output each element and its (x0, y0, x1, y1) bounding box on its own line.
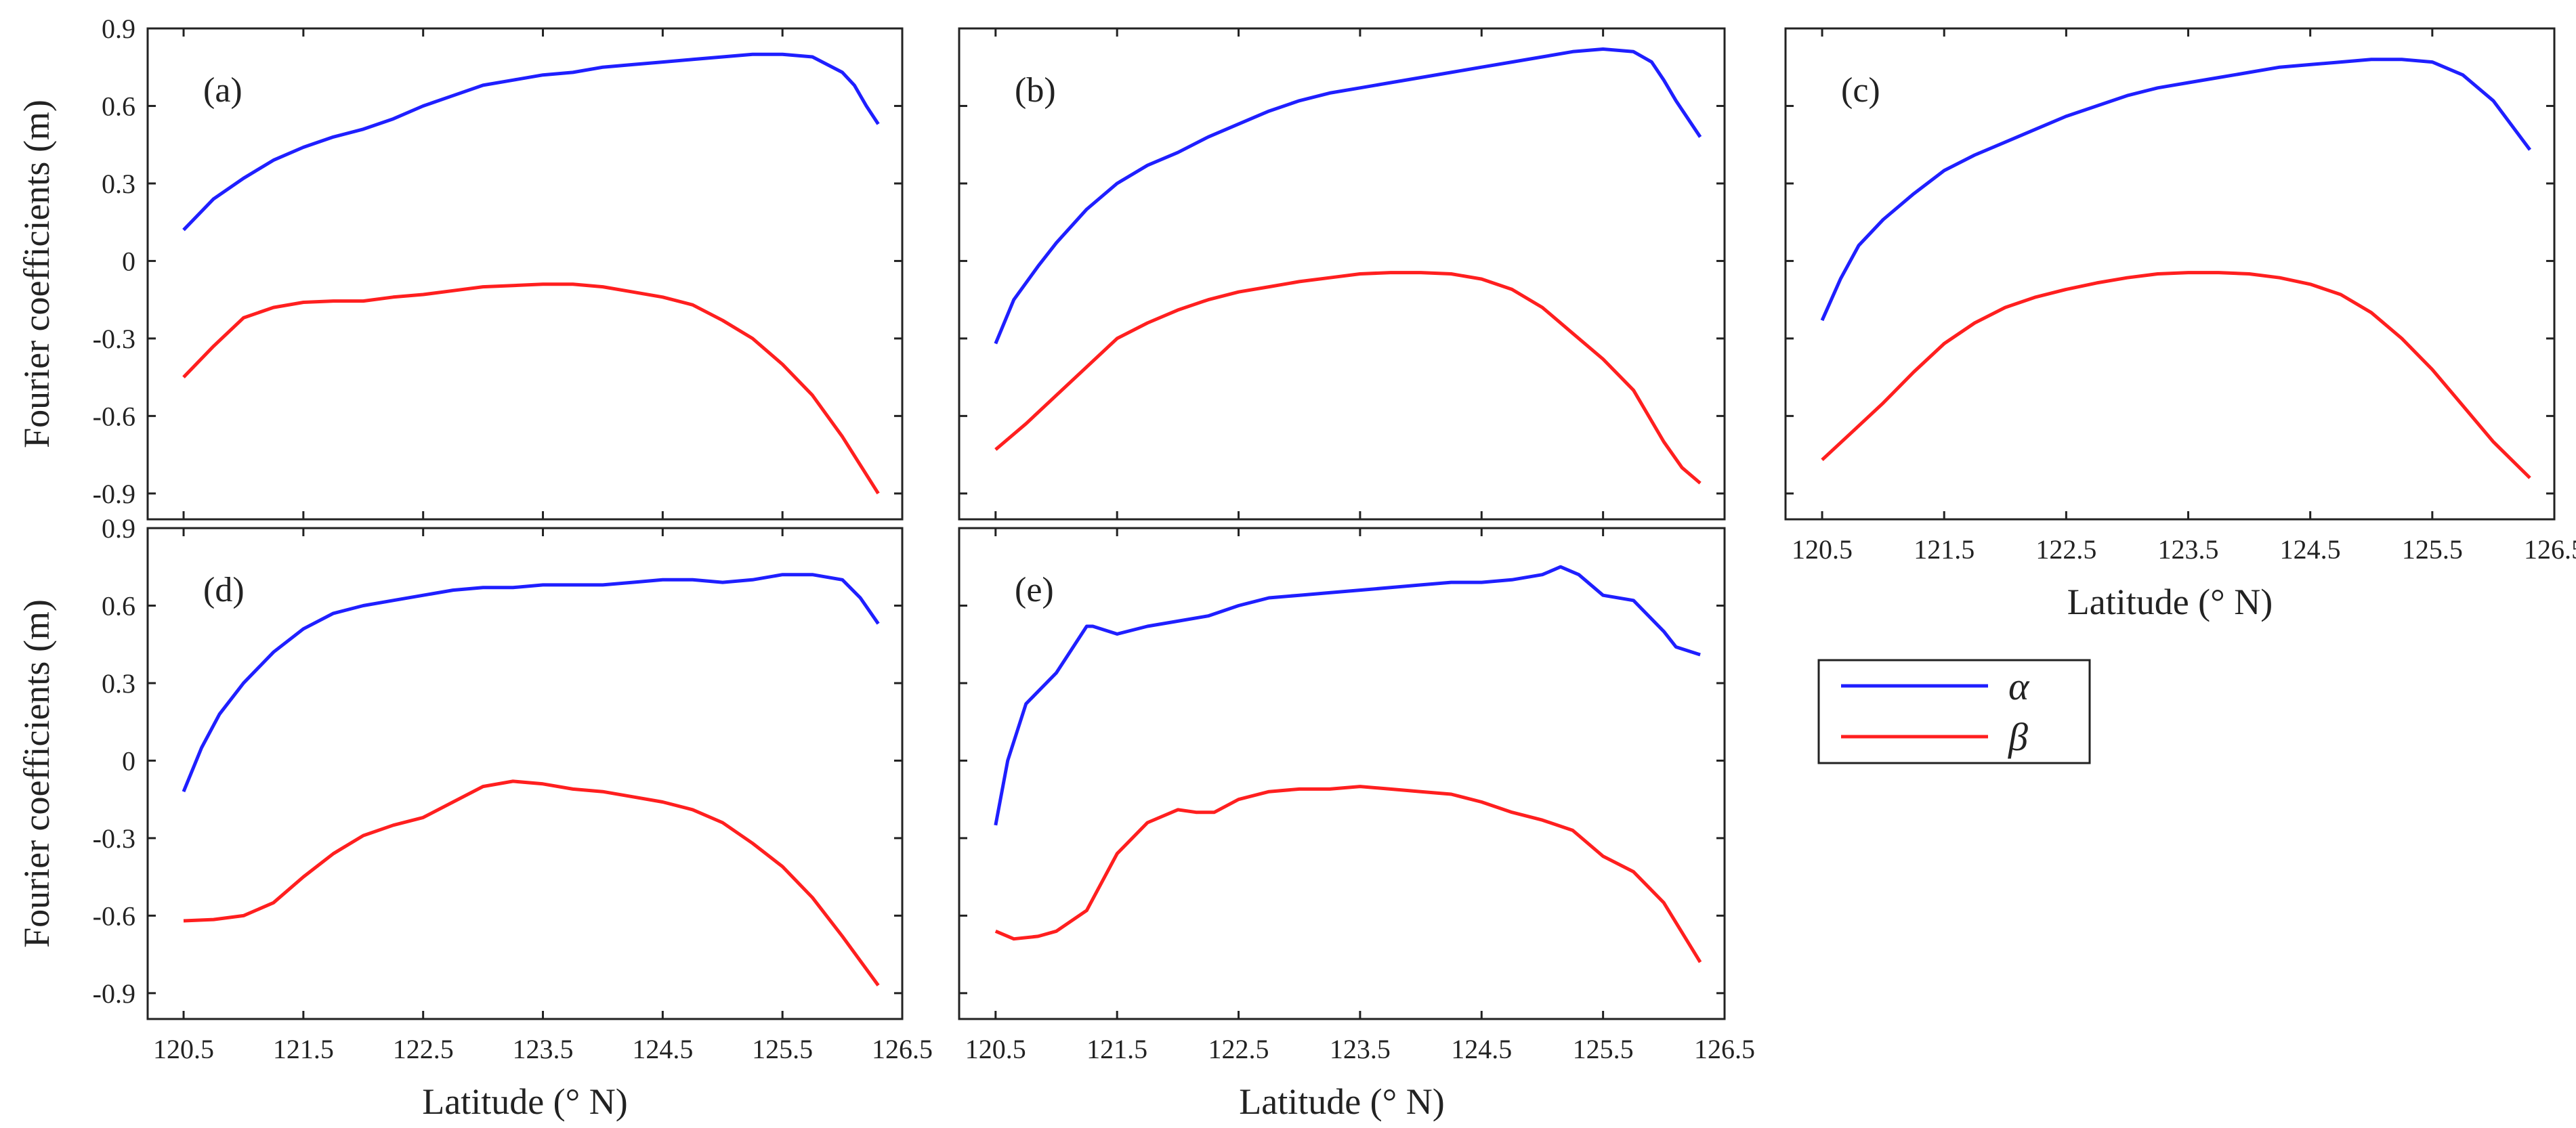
x-tick-label: 125.5 (2402, 534, 2463, 565)
y-tick-label: -0.3 (93, 324, 135, 354)
x-tick-label: 121.5 (273, 1034, 334, 1064)
x-tick-label: 122.5 (2035, 534, 2096, 565)
series-line-alpha (182, 573, 880, 793)
panel-b: (b) (958, 27, 1726, 521)
x-tick-label: 120.5 (1792, 534, 1853, 565)
panel-label: (a) (203, 71, 242, 110)
legend-label-alpha: α (2008, 664, 2030, 708)
x-tick-label: 122.5 (1208, 1034, 1269, 1064)
y-tick-label: 0.9 (102, 14, 135, 44)
panel-label: (e) (1015, 571, 1054, 609)
x-tick-label: 121.5 (1086, 1034, 1147, 1064)
series-line-alpha (994, 47, 1702, 345)
panel-c: 120.5 121.5 122.5 123.5 124.5 125.5 126.5 (c) La… (1784, 27, 2576, 622)
series-line-beta (183, 779, 880, 986)
x-tick-label: 123.5 (513, 1034, 574, 1064)
y-tick-label: 0.6 (102, 590, 135, 621)
panel-d: 120.5 121.5 122.5 123.5 124.5 125.5 126.5 0.9 0.… (16, 513, 933, 1122)
y-tick-label: 0 (122, 745, 135, 776)
x-tick-label: 126.5 (872, 1034, 933, 1064)
axes-frame (146, 527, 904, 1020)
y-tick-label: 0.9 (102, 513, 135, 544)
y-tick-label: 0.3 (102, 668, 135, 699)
series-line-beta (1821, 271, 2531, 479)
y-axis-title: Fourier coefficients (m) (16, 100, 57, 448)
x-tick-label: 126.5 (2524, 534, 2576, 565)
x-tick-label: 122.5 (393, 1034, 454, 1064)
x-tick-label: 124.5 (2280, 534, 2341, 565)
panel-label: (d) (203, 571, 245, 609)
y-tick-label: -0.3 (93, 823, 135, 854)
x-tick-label: 125.5 (752, 1034, 813, 1064)
legend-label-beta: β (2008, 715, 2028, 759)
y-tick-label: -0.9 (93, 978, 135, 1009)
axes-frame (958, 27, 1726, 521)
axes-frame (958, 527, 1726, 1020)
series-line-alpha (994, 565, 1701, 826)
x-tick-label: 124.5 (1451, 1034, 1512, 1064)
series-line-alpha (182, 52, 880, 232)
y-tick-label: -0.6 (93, 401, 135, 431)
y-tick-label: -0.9 (93, 479, 135, 509)
x-tick-label: 123.5 (2158, 534, 2219, 565)
series-line-beta (994, 785, 1702, 963)
x-tick-label: 124.5 (632, 1034, 693, 1064)
legend: α β (1817, 659, 2091, 764)
y-tick-label: -0.6 (93, 901, 135, 931)
y-axis-title: Fourier coefficients (m) (16, 599, 57, 948)
x-tick-label: 123.5 (1330, 1034, 1391, 1064)
y-tick-label: 0 (122, 246, 135, 276)
x-axis-title: Latitude (° N) (422, 1081, 628, 1122)
x-tick-label: 126.5 (1694, 1034, 1755, 1064)
series-line-alpha (1820, 58, 2532, 322)
series-line-beta (994, 271, 1702, 485)
x-tick-label: 120.5 (965, 1034, 1026, 1064)
y-tick-label: 0.3 (102, 169, 135, 199)
x-axis-title: Latitude (° N) (1239, 1081, 1445, 1122)
panel-e: 120.5 121.5 122.5 123.5 124.5 125.5 126.5 (e) La… (958, 527, 1755, 1122)
axes-frame (146, 27, 904, 521)
legend-box (1817, 659, 2091, 764)
panels: 0.9 0.6 0.3 0 -0.3 -0.6 -0.9 (a) Fourier coeffic… (16, 14, 2576, 1122)
y-tick-label: 0.6 (102, 91, 135, 121)
x-tick-label: 125.5 (1573, 1034, 1634, 1064)
panel-a: 0.9 0.6 0.3 0 -0.3 -0.6 -0.9 (a) Fourier coeffic… (16, 14, 904, 521)
x-tick-label: 120.5 (153, 1034, 214, 1064)
panel-label: (b) (1015, 71, 1056, 110)
x-tick-label: 121.5 (1914, 534, 1975, 565)
x-axis-title: Latitude (° N) (2067, 582, 2273, 622)
panel-label: (c) (1841, 71, 1880, 110)
series-line-beta (182, 282, 880, 495)
